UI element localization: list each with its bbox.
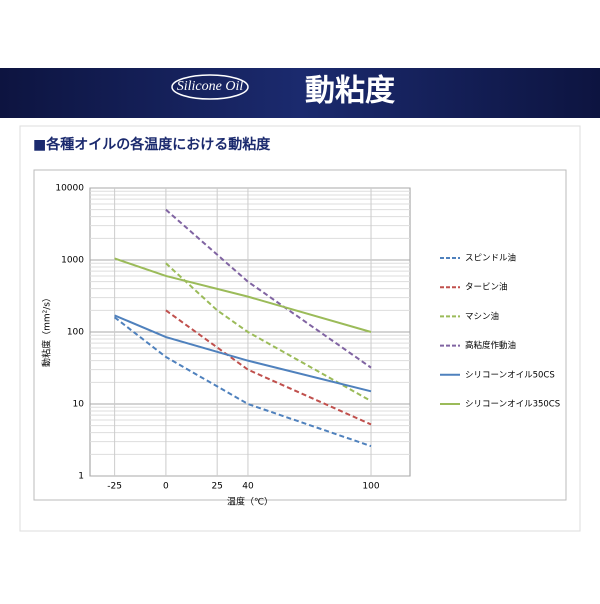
series-line — [165, 208, 372, 369]
logo: Silicone Oil — [177, 79, 244, 94]
series-line — [114, 314, 372, 393]
legend-label: マシン油 — [465, 311, 499, 322]
y-tick-label: 1 — [78, 472, 84, 482]
series-line — [114, 257, 372, 333]
x-tick-label: 0 — [163, 482, 169, 492]
banner — [0, 68, 600, 118]
y-tick-label: 10000 — [55, 184, 84, 194]
y-axis-label: 動粘度（mm²/s） — [41, 293, 53, 367]
logo-ring — [171, 74, 249, 100]
series-line — [165, 309, 372, 426]
y-tick-label: 1000 — [61, 256, 84, 266]
legend-label: スピンドル油 — [465, 253, 516, 264]
x-tick-label: 100 — [362, 482, 379, 492]
y-tick-label: 10 — [73, 400, 85, 410]
x-tick-label: 40 — [242, 482, 254, 492]
x-axis-label: 温度（℃） — [227, 496, 273, 508]
legend-label: シリコーンオイル50CS — [465, 370, 555, 380]
y-tick-label: 100 — [67, 328, 84, 338]
series-line — [165, 262, 372, 402]
legend-label: タービン油 — [465, 282, 508, 293]
legend-label: シリコーンオイル350CS — [465, 400, 560, 410]
x-tick-label: 25 — [211, 482, 222, 492]
x-tick-label: -25 — [107, 482, 122, 492]
section-title: ■各種オイルの各温度における動粘度 — [33, 136, 271, 153]
legend-label: 高粘度作動油 — [465, 340, 516, 351]
series-line — [114, 316, 372, 448]
banner-title: 動粘度 — [305, 74, 395, 109]
